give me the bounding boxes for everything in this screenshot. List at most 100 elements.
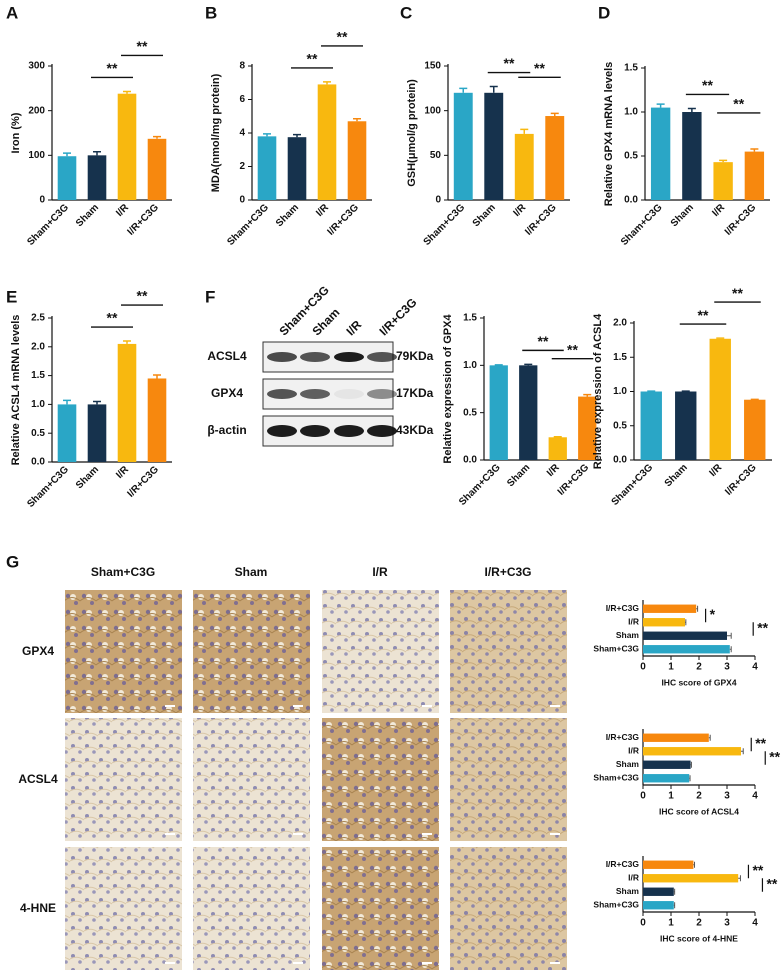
error-bar <box>459 87 468 93</box>
significance-label: ** <box>732 285 743 301</box>
x-axis-label: IHC score of ACSL4 <box>659 806 739 816</box>
ihc-image <box>193 590 310 713</box>
category-label: Sham+C3G <box>25 202 71 248</box>
bar <box>643 774 690 783</box>
category-label: Sham+C3G <box>225 202 271 248</box>
blot-band <box>300 389 330 399</box>
y-tick-label: 1.0 <box>463 360 477 371</box>
column-label: I/R <box>372 565 388 579</box>
y-tick-label: 2.5 <box>31 313 45 324</box>
ihc-image <box>450 718 567 841</box>
bar <box>489 365 508 460</box>
error-bar <box>489 85 498 93</box>
error-bar <box>727 632 732 639</box>
significance-label: ** <box>137 38 148 54</box>
category-label: Sham <box>669 202 696 229</box>
category-label: I/R+C3G <box>606 732 640 742</box>
bar <box>643 733 709 742</box>
bar <box>87 155 107 200</box>
row-label: ACSL4 <box>18 772 58 786</box>
ihc-image <box>322 718 439 841</box>
category-label: I/R <box>710 202 727 219</box>
x-tick-label: 2 <box>696 662 702 673</box>
bar <box>709 338 731 460</box>
category-label: Sham+C3G <box>422 202 468 248</box>
y-tick-label: 1.0 <box>613 386 627 397</box>
error-bar <box>93 400 101 405</box>
x-tick-label: 3 <box>724 662 730 673</box>
bar <box>643 618 685 627</box>
bar <box>545 116 565 200</box>
y-axis-label: Relative expression of ACSL4 <box>592 313 604 469</box>
category-label: I/R <box>545 462 562 479</box>
y-tick-label: 0.0 <box>624 195 638 206</box>
lane-label: I/R <box>343 317 364 338</box>
category-label: I/R <box>314 202 331 219</box>
error-bar <box>63 152 71 157</box>
bar <box>643 645 730 654</box>
bar <box>257 136 277 200</box>
bar <box>675 391 697 460</box>
category-label: Sham <box>663 462 690 489</box>
bar <box>713 162 733 200</box>
bar <box>147 138 167 200</box>
y-axis-label: MDA(nmol/mg protein) <box>210 73 222 192</box>
x-tick-label: 2 <box>696 918 702 929</box>
bar <box>643 760 691 769</box>
category-label: Sham+C3G <box>619 202 665 248</box>
significance-label: ** <box>769 749 780 765</box>
error-bar <box>696 605 699 612</box>
error-bar <box>673 902 676 909</box>
bar <box>578 396 597 460</box>
y-tick-label: 300 <box>28 61 45 72</box>
significance-label: ** <box>307 51 318 67</box>
x-tick-label: 0 <box>640 791 646 802</box>
x-tick-label: 1 <box>668 662 674 673</box>
x-axis-label: IHC score of 4-HNE <box>660 933 738 943</box>
category-label: Sham <box>616 759 640 769</box>
x-tick-label: 4 <box>752 662 758 673</box>
y-tick-label: 8 <box>239 61 245 72</box>
x-tick-label: 3 <box>724 791 730 802</box>
size-label: 17KDa <box>396 386 434 400</box>
bar <box>57 404 77 462</box>
y-tick-label: 0.5 <box>613 420 627 431</box>
panel-label: G <box>6 552 19 571</box>
bar <box>287 137 307 200</box>
bar <box>643 901 674 910</box>
y-tick-label: 100 <box>424 105 441 116</box>
category-label: I/R+C3G <box>723 462 759 498</box>
error-bar <box>63 399 71 405</box>
error-bar <box>750 148 759 152</box>
blot-band <box>267 352 297 362</box>
y-tick-label: 2 <box>239 161 245 172</box>
size-label: 43KDa <box>396 423 434 437</box>
y-tick-label: 0 <box>39 195 45 206</box>
significance-label: ** <box>534 60 545 76</box>
error-bar <box>293 133 301 138</box>
x-axis-label: IHC score of GPX4 <box>661 677 736 687</box>
significance-label: ** <box>702 77 713 93</box>
error-bar <box>716 337 725 339</box>
x-tick-label: 4 <box>752 918 758 929</box>
bar <box>643 631 727 640</box>
column-label: Sham+C3G <box>91 565 155 579</box>
bar <box>650 107 671 200</box>
category-label: I/R+C3G <box>723 202 759 238</box>
significance-label: ** <box>567 341 578 357</box>
category-label: Sham <box>274 202 301 229</box>
bar <box>514 133 534 200</box>
category-label: I/R+C3G <box>326 202 362 238</box>
category-label: Sham+C3G <box>593 900 639 910</box>
category-label: I/R+C3G <box>606 859 640 869</box>
y-tick-label: 0 <box>239 195 245 206</box>
category-label: Sham <box>471 202 498 229</box>
category-label: I/R <box>114 202 131 219</box>
significance-label: ** <box>504 55 515 71</box>
significance-label: ** <box>698 307 709 323</box>
ihc-image <box>322 847 439 970</box>
category-label: Sham <box>505 462 532 489</box>
significance-label: ** <box>733 96 744 112</box>
significance-label: ** <box>337 29 348 45</box>
error-bar <box>690 761 692 768</box>
